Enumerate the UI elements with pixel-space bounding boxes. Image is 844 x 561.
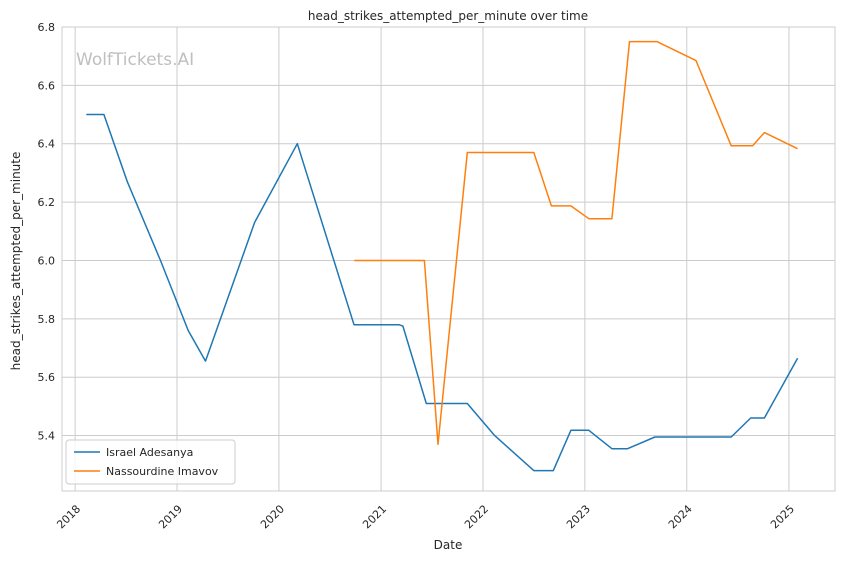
y-tick-label-6.8: 6.8	[38, 21, 56, 34]
data-point-nassourdine-imavov-1	[423, 259, 425, 261]
legend: Israel Adesanya Nassourdine Imavov	[65, 439, 236, 485]
data-point-israel-adesanya-22	[750, 417, 752, 419]
data-point-israel-adesanya-1	[103, 114, 105, 116]
data-point-nassourdine-imavov-5	[550, 205, 552, 207]
y-tick-label-5.8: 5.8	[38, 313, 56, 326]
data-point-israel-adesanya-6	[254, 222, 256, 224]
y-tick-label-6.0: 6.0	[38, 254, 56, 267]
data-point-israel-adesanya-2	[126, 181, 128, 183]
data-point-nassourdine-imavov-15	[797, 148, 799, 150]
series-line-nassourdine-imavov	[354, 40, 798, 446]
data-point-nassourdine-imavov-11	[695, 60, 697, 62]
data-point-nassourdine-imavov-0	[353, 259, 355, 261]
data-point-israel-adesanya-24	[797, 357, 799, 359]
data-point-israel-adesanya-18	[611, 448, 613, 450]
chart-title: head_strikes_attempted_per_minute over t…	[308, 9, 588, 23]
data-point-nassourdine-imavov-10	[656, 41, 658, 43]
data-point-nassourdine-imavov-8	[611, 218, 613, 220]
data-point-israel-adesanya-17	[588, 429, 590, 431]
data-point-israel-adesanya-9	[398, 324, 400, 326]
data-point-israel-adesanya-0	[85, 114, 87, 116]
data-point-israel-adesanya-14	[533, 470, 535, 472]
data-point-nassourdine-imavov-9	[629, 41, 631, 43]
data-point-israel-adesanya-13	[494, 435, 496, 437]
data-point-israel-adesanya-10	[402, 325, 404, 327]
legend-box	[65, 439, 236, 485]
data-point-nassourdine-imavov-3	[466, 151, 468, 153]
y-tick-label-6.6: 6.6	[38, 79, 56, 92]
data-point-israel-adesanya-20	[654, 436, 656, 438]
y-tick-labels: 5.4 5.6 5.8 6.0 6.2 6.4 6.6 6.8	[38, 21, 56, 443]
data-point-israel-adesanya-5	[204, 360, 206, 362]
data-point-israel-adesanya-11	[425, 402, 427, 404]
data-point-israel-adesanya-21	[730, 436, 732, 438]
y-axis-label: head_strikes_attempted_per_minute	[9, 152, 23, 371]
data-point-israel-adesanya-8	[353, 324, 355, 326]
data-point-nassourdine-imavov-13	[752, 145, 754, 147]
watermark: WolfTickets.AI	[76, 50, 194, 70]
data-point-nassourdine-imavov-2	[437, 443, 439, 445]
data-point-israel-adesanya-12	[466, 402, 468, 404]
data-point-israel-adesanya-23	[763, 417, 765, 419]
y-tick-label-5.6: 5.6	[38, 371, 56, 384]
data-point-nassourdine-imavov-12	[730, 145, 732, 147]
y-tick-label-6.2: 6.2	[38, 196, 56, 209]
legend-label-israel-adesanya: Israel Adesanya	[106, 446, 193, 459]
data-point-israel-adesanya-19	[627, 448, 629, 450]
data-point-israel-adesanya-7	[296, 143, 298, 145]
data-point-israel-adesanya-16	[570, 429, 572, 431]
data-point-nassourdine-imavov-6	[570, 205, 572, 207]
y-tick-label-6.4: 6.4	[38, 138, 56, 151]
legend-label-nassourdine-imavov: Nassourdine Imavov	[106, 465, 219, 478]
data-point-israel-adesanya-3	[160, 259, 162, 261]
data-point-israel-adesanya-15	[552, 470, 554, 472]
y-tick-label-5.4: 5.4	[38, 430, 56, 443]
data-point-nassourdine-imavov-7	[588, 218, 590, 220]
grid-lines	[62, 26, 835, 491]
plot-frame	[61, 26, 836, 492]
plot-area	[62, 27, 835, 491]
data-point-nassourdine-imavov-4	[533, 151, 535, 153]
series-line-israel-adesanya	[86, 113, 799, 472]
series-layer	[85, 40, 799, 472]
data-point-nassourdine-imavov-14	[763, 132, 765, 134]
data-point-israel-adesanya-4	[187, 329, 189, 331]
x-axis-label: Date	[434, 538, 463, 552]
